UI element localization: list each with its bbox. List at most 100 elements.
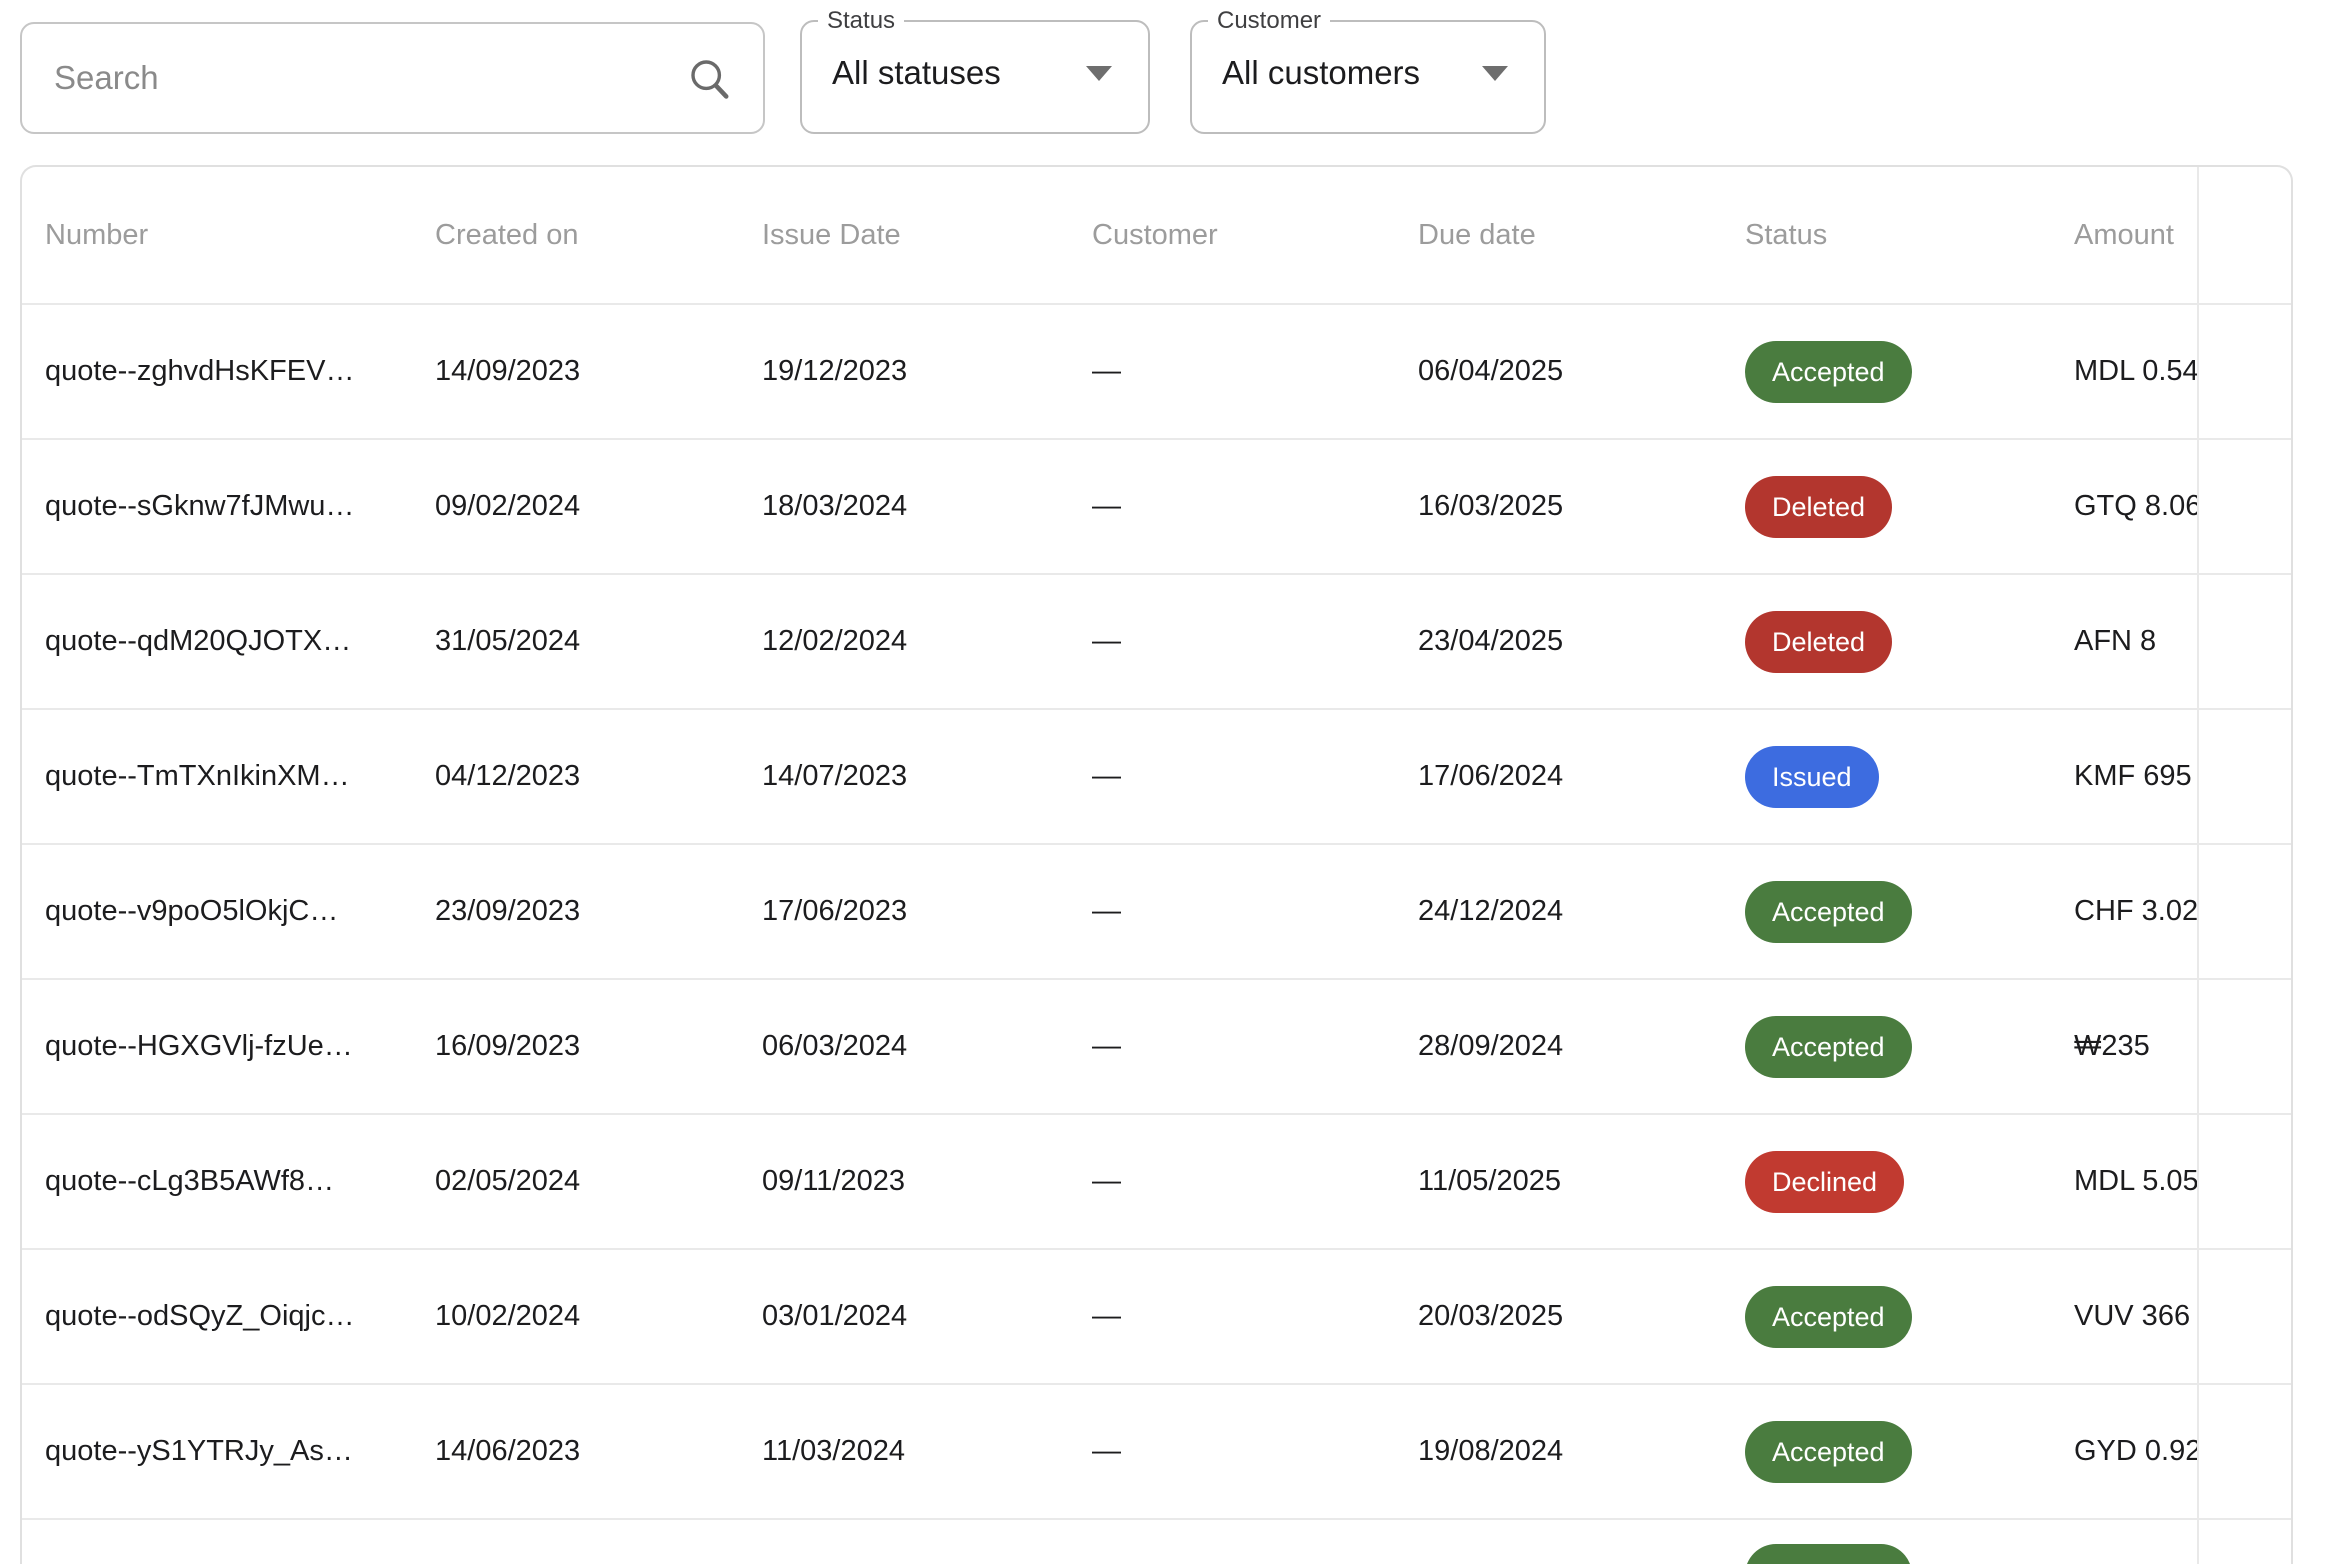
cell-number: quote--cLg3B5AWf8… <box>45 1165 335 1197</box>
cell-status: Declined <box>1745 1150 2074 1213</box>
cell-issue-date: 12/02/2024 <box>762 625 908 657</box>
column-header-created-on[interactable]: Created on <box>435 218 579 251</box>
row-gutter <box>2197 440 2291 573</box>
cell-amount: MDL 5.05 <box>2074 1165 2197 1197</box>
status-badge: Issued <box>1745 745 1879 808</box>
status-filter-select[interactable]: Status All statuses <box>800 8 1150 134</box>
cell-status: Accepted <box>1745 1285 2074 1348</box>
cell-due-date: 23/04/2025 <box>1418 625 1564 657</box>
column-header-customer[interactable]: Customer <box>1092 218 1218 251</box>
cell-due-date: 24/12/2024 <box>1418 895 1564 927</box>
row-gutter <box>2197 1115 2291 1248</box>
table-row[interactable]: quote--zghvdHsKFEV… 14/09/2023 19/12/2023 —… <box>22 305 2291 440</box>
column-header-amount[interactable]: Amount <box>2074 218 2174 251</box>
cell-number: quote--odSQyZ_Oiqjc… <box>45 1300 355 1332</box>
cell-issue-date: 18/03/2024 <box>762 490 908 522</box>
cell-due-date: 06/04/2025 <box>1418 355 1564 387</box>
cell-due-date: 17/06/2024 <box>1418 760 1564 792</box>
cell-status: Accepted <box>1745 1420 2074 1483</box>
table-row[interactable]: Accepted <box>22 1520 2291 1564</box>
table-row[interactable]: quote--odSQyZ_Oiqjc… 10/02/2024 03/01/2024… <box>22 1250 2291 1385</box>
table-row[interactable]: quote--cLg3B5AWf8… 02/05/2024 09/11/2023 — 1… <box>22 1115 2291 1250</box>
cell-created-on: 04/12/2023 <box>435 760 581 792</box>
cell-amount: ₩235 <box>2074 1030 2150 1062</box>
row-gutter <box>2197 980 2291 1113</box>
column-header-due-date[interactable]: Due date <box>1418 218 1536 251</box>
cell-issue-date: 03/01/2024 <box>762 1300 908 1332</box>
cell-amount: CHF 3.02 <box>2074 895 2197 927</box>
cell-amount: AFN 8 <box>2074 625 2157 657</box>
cell-due-date: 11/05/2025 <box>1418 1165 1561 1197</box>
cell-created-on: 14/06/2023 <box>435 1435 581 1467</box>
chevron-down-icon <box>1086 65 1112 81</box>
status-badge: Accepted <box>1745 1544 1912 1564</box>
cell-created-on: 09/02/2024 <box>435 490 581 522</box>
cell-customer: — <box>1092 625 1121 657</box>
cell-issue-date: 17/06/2023 <box>762 895 908 927</box>
cell-number: quote--sGknw7fJMwu… <box>45 490 355 522</box>
cell-status: Issued <box>1745 745 2074 808</box>
column-header-issue-date[interactable]: Issue Date <box>762 218 901 251</box>
table-row[interactable]: quote--sGknw7fJMwu… 09/02/2024 18/03/2024 —… <box>22 440 2291 575</box>
status-filter-value: All statuses <box>832 54 1001 91</box>
row-gutter <box>2197 1520 2291 1564</box>
cell-status: Accepted <box>1745 1520 2074 1564</box>
search-icon[interactable] <box>685 54 763 102</box>
row-gutter <box>2197 845 2291 978</box>
status-badge: Deleted <box>1745 475 1893 538</box>
cell-issue-date: 06/03/2024 <box>762 1030 908 1062</box>
cell-due-date: 28/09/2024 <box>1418 1030 1564 1062</box>
cell-amount: KMF 695 <box>2074 760 2192 792</box>
cell-due-date: 19/08/2024 <box>1418 1435 1564 1467</box>
cell-issue-date: 09/11/2023 <box>762 1165 905 1197</box>
cell-amount: MDL 0.54 <box>2074 355 2197 387</box>
table-row[interactable]: quote--TmTXnIkinXM… 04/12/2023 14/07/2023 —… <box>22 710 2291 845</box>
row-gutter <box>2197 710 2291 843</box>
cell-status: Accepted <box>1745 880 2074 943</box>
status-badge: Accepted <box>1745 1420 1912 1483</box>
cell-status: Accepted <box>1745 1015 2074 1078</box>
row-gutter <box>2197 1250 2291 1383</box>
cell-customer: — <box>1092 760 1121 792</box>
header-gutter <box>2197 167 2291 303</box>
cell-status: Accepted <box>1745 340 2074 403</box>
table-body: quote--zghvdHsKFEV… 14/09/2023 19/12/2023 —… <box>22 305 2291 1564</box>
customer-filter-select[interactable]: Customer All customers <box>1190 8 1546 134</box>
table-row[interactable]: quote--HGXGVlj-fzUe… 16/09/2023 06/03/2024… <box>22 980 2291 1115</box>
customer-filter-value: All customers <box>1222 54 1421 91</box>
status-badge: Accepted <box>1745 880 1912 943</box>
cell-number: quote--zghvdHsKFEV… <box>45 355 355 387</box>
cell-status: Deleted <box>1745 475 2074 538</box>
column-header-number[interactable]: Number <box>45 218 149 251</box>
row-gutter <box>2197 1385 2291 1518</box>
table-row[interactable]: quote--yS1YTRJy_As… 14/06/2023 11/03/2024 —… <box>22 1385 2291 1520</box>
status-badge: Declined <box>1745 1150 1905 1213</box>
cell-due-date: 16/03/2025 <box>1418 490 1564 522</box>
search-input[interactable] <box>22 59 685 97</box>
cell-customer: — <box>1092 490 1121 522</box>
cell-customer: — <box>1092 355 1121 387</box>
cell-issue-date: 11/03/2024 <box>762 1435 905 1467</box>
cell-created-on: 16/09/2023 <box>435 1030 581 1062</box>
cell-amount: VUV 366 <box>2074 1300 2191 1332</box>
cell-status: Deleted <box>1745 610 2074 673</box>
status-badge: Accepted <box>1745 1285 1912 1348</box>
cell-created-on: 31/05/2024 <box>435 625 581 657</box>
cell-created-on: 23/09/2023 <box>435 895 581 927</box>
cell-number: quote--yS1YTRJy_As… <box>45 1435 353 1467</box>
cell-customer: — <box>1092 1030 1121 1062</box>
table-row[interactable]: quote--v9poO5lOkjC… 23/09/2023 17/06/2023 —… <box>22 845 2291 980</box>
chevron-down-icon <box>1482 65 1508 81</box>
table-row[interactable]: quote--qdM20QJOTX… 31/05/2024 12/02/2024 — 2… <box>22 575 2291 710</box>
cell-number: quote--v9poO5lOkjC… <box>45 895 339 927</box>
cell-customer: — <box>1092 1300 1121 1332</box>
row-gutter <box>2197 575 2291 708</box>
cell-amount: GYD 0.92 <box>2074 1435 2197 1467</box>
search-box[interactable] <box>20 22 765 134</box>
cell-created-on: 02/05/2024 <box>435 1165 581 1197</box>
column-header-status[interactable]: Status <box>1745 218 1828 251</box>
cell-created-on: 14/09/2023 <box>435 355 581 387</box>
cell-customer: — <box>1092 1165 1121 1197</box>
cell-issue-date: 14/07/2023 <box>762 760 908 792</box>
cell-number: quote--TmTXnIkinXM… <box>45 760 350 792</box>
